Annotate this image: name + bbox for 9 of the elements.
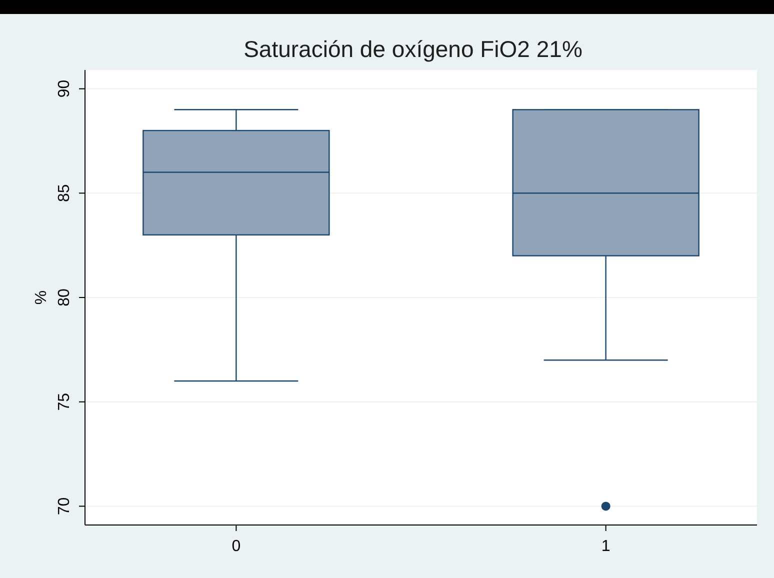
y-tick-label: 90	[56, 80, 73, 98]
y-tick-label: 80	[56, 288, 73, 306]
y-axis-title: %	[33, 290, 50, 305]
x-tick-label: 1	[601, 538, 610, 555]
y-tick-label: 75	[56, 392, 73, 411]
chart-title: Saturación de oxígeno FiO2 21%	[244, 36, 582, 62]
x-tick-label: 0	[232, 538, 241, 555]
y-tick-label: 85	[56, 184, 73, 202]
y-tick-label: 70	[56, 497, 73, 516]
